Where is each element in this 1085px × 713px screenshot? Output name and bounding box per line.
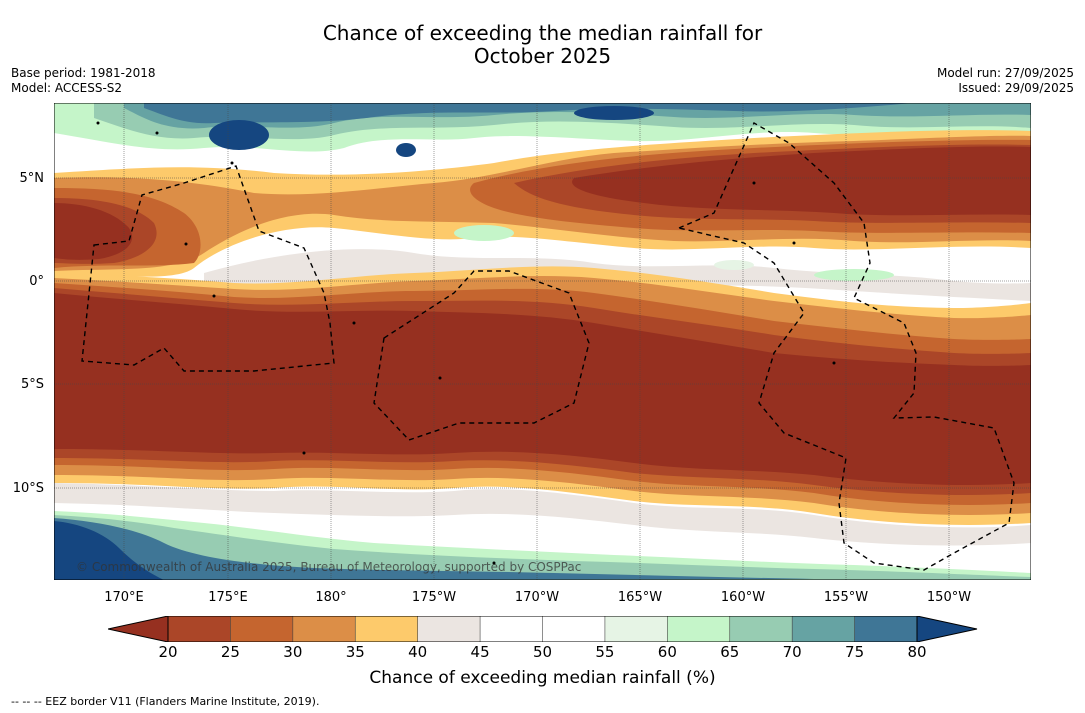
map-canvas [54,103,1031,580]
north-dry-20a [54,203,133,260]
south-wet-80 [54,521,164,580]
islands [96,121,836,565]
island-dot [438,376,442,380]
meta-right: Model run: 27/09/2025 Issued: 29/09/2025 [937,66,1074,96]
north-dry-20b [572,146,1031,216]
lat-label-10s: 10°S [12,481,44,496]
colorbar-segment [354,616,419,642]
colorbar [108,616,978,642]
colorbar-tick-label: 75 [845,643,865,661]
meta-left: Base period: 1981-2018 Model: ACCESS-S2 [11,66,156,96]
lon-label-170w: 170°W [514,590,560,605]
colorbar-segment [667,616,731,642]
island-dot [230,161,234,165]
colorbar-segment [854,616,918,642]
eez-borders [81,122,1015,571]
lon-label-155w: 155°W [823,590,869,605]
title-line-1: Chance of exceeding the median rainfall … [322,21,763,45]
colorbar-tick-label: 65 [720,643,740,661]
colorbar-tick-label: 60 [657,643,677,661]
colorbar-segment [542,616,606,642]
lon-label-165w: 165°W [617,590,663,605]
island-dot [155,131,159,135]
north-wet-80a [209,120,269,150]
title-line-2: October 2025 [473,44,612,68]
model-name: Model: ACCESS-S2 [11,81,123,95]
island-dot [792,241,796,245]
colorbar-tick-label: 40 [408,643,428,661]
island-dot [752,181,756,185]
north-wet-75 [144,103,914,124]
colorbar-tick-label: 70 [782,643,802,661]
map-title: Chance of exceeding the median rainfall … [0,22,1085,68]
rainfall-map: © Commonwealth of Australia 2025, Bureau… [54,103,1031,580]
colorbar-tick-label: 50 [532,643,553,661]
island-dot [212,294,216,298]
colorbar-tick-label: 55 [595,643,615,661]
colorbar-segment [479,616,544,642]
lon-label-175w: 175°W [411,590,457,605]
north-wet-80c [574,106,654,120]
eez-footnote: -- -- -- EEZ border V11 (Flanders Marine… [11,695,320,708]
copyright-notice: © Commonwealth of Australia 2025, Bureau… [76,560,582,574]
colorbar-segment [791,616,856,642]
equator-wet-a [454,225,514,241]
colorbar-tick-label: 35 [345,643,365,661]
south-wet-75 [54,518,814,580]
island-dot [184,242,188,246]
colorbar-segment [167,616,232,642]
colorbar-tick-label: 45 [470,643,490,661]
colorbar-tick-label: 30 [283,643,303,661]
north-wet-80b [396,143,416,157]
colorbar-tick-label: 80 [907,643,927,661]
colorbar-min-arrow [108,616,168,642]
graticule [54,103,1031,580]
south-wet-65 [54,515,1031,580]
south-dry-20 [54,293,1031,486]
eez-tokelau [373,270,590,441]
lat-label-5s: 5°S [20,377,44,392]
island-dot [352,321,356,325]
island-dot [832,361,836,365]
lon-label-175e: 175°E [208,590,248,605]
colorbar-tick-label: 25 [220,643,240,661]
equator-wet-b [814,269,894,281]
lon-label-160w: 160°W [720,590,766,605]
colorbar-frame [167,616,918,642]
lon-label-170e: 170°E [104,590,144,605]
eez-kiribati-east [676,122,1015,571]
lon-label-150w: 150°W [926,590,972,605]
colorbar-tick-label: 20 [158,643,178,661]
eez-kiribati-west [81,165,335,372]
island-dot [96,121,100,125]
base-period: Base period: 1981-2018 [11,66,156,80]
colorbar-segments [108,616,977,642]
lat-label-0: 0° [29,274,44,289]
colorbar-segment [417,616,481,642]
lon-label-180: 180° [315,590,347,605]
equator-wet-c [714,260,754,270]
colorbar-segment [292,616,357,642]
issued-date: Issued: 29/09/2025 [958,81,1074,95]
colorbar-max-arrow [917,616,977,642]
colorbar-segment [729,616,793,642]
island-dot [302,451,306,455]
lat-label-5n: 5°N [19,171,45,186]
colorbar-segment [230,616,294,642]
colorbar-label: Chance of exceeding median rainfall (%) [369,668,716,688]
island-dot [492,561,496,565]
colorbar-segment [604,616,669,642]
model-run: Model run: 27/09/2025 [936,66,1074,80]
